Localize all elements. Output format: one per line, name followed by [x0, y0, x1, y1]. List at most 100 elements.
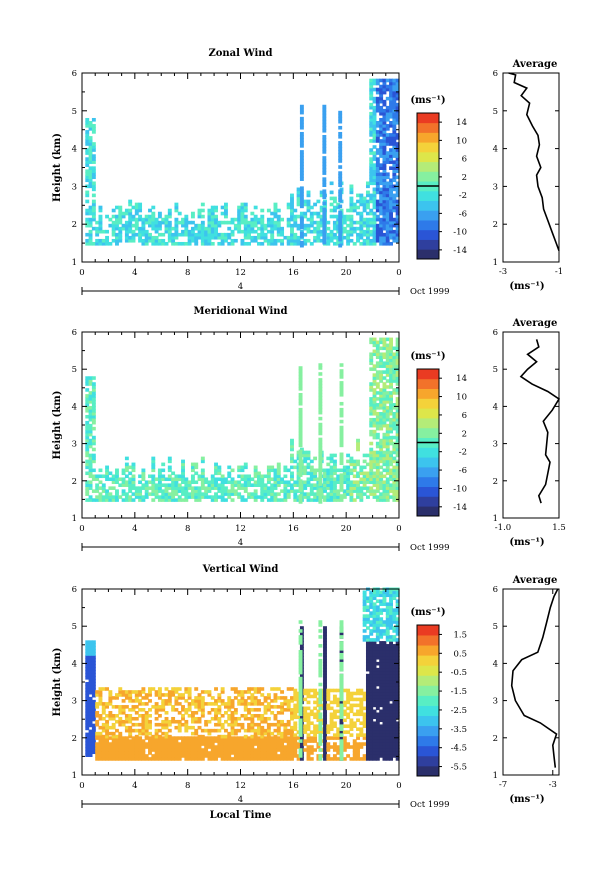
data-cell	[167, 235, 172, 240]
data-cell	[323, 748, 327, 752]
data-cell	[336, 202, 341, 207]
data-cell	[223, 705, 228, 709]
data-cell	[362, 712, 367, 717]
data-cell	[326, 745, 331, 749]
data-cell	[91, 456, 96, 461]
data-cell	[85, 232, 90, 237]
data-cell	[382, 474, 387, 479]
data-cell	[243, 754, 248, 758]
data-cell	[362, 593, 367, 598]
data-cell	[91, 711, 96, 716]
data-cell	[217, 232, 222, 237]
data-cell	[250, 742, 255, 746]
data-cell	[359, 688, 364, 693]
data-cell	[260, 731, 265, 736]
data-cell	[85, 160, 90, 164]
data-cell	[217, 693, 222, 697]
x-tick-label: 8	[185, 268, 190, 278]
data-cell	[266, 465, 271, 470]
data-cell	[207, 220, 212, 225]
data-cell	[184, 728, 189, 733]
data-cell	[118, 220, 123, 225]
data-cell	[250, 226, 255, 231]
data-cell	[379, 486, 384, 490]
data-cell	[88, 690, 93, 695]
data-cell	[200, 456, 205, 461]
data-cell	[144, 214, 149, 219]
data-cell	[260, 742, 265, 746]
data-cell	[316, 757, 321, 761]
data-cell	[382, 370, 387, 374]
data-cell	[389, 417, 393, 422]
data-cell	[177, 477, 182, 482]
data-cell	[286, 708, 291, 712]
data-cell	[395, 90, 400, 95]
data-cell	[329, 471, 334, 476]
data-cell	[375, 599, 380, 603]
data-cell	[237, 495, 242, 499]
data-cell	[290, 471, 294, 476]
data-cell	[273, 238, 278, 243]
data-cell	[134, 205, 139, 210]
data-cell	[352, 751, 357, 755]
data-cell	[318, 443, 323, 448]
data-cell	[286, 241, 291, 246]
data-cell	[214, 235, 218, 240]
data-cell	[227, 716, 232, 721]
data-cell	[323, 733, 327, 737]
data-cell	[326, 238, 331, 243]
data-cell	[167, 751, 172, 755]
data-cell	[128, 708, 133, 712]
data-cell	[233, 751, 238, 755]
data-cell	[260, 751, 265, 755]
colorbar-segment	[417, 200, 439, 211]
data-cell	[247, 702, 252, 706]
data-cell	[356, 748, 360, 752]
profile-x-tick-label: -3	[499, 267, 507, 277]
data-cell	[385, 435, 390, 440]
data-cell	[338, 113, 343, 118]
x-tick-label: 0	[79, 524, 84, 534]
data-cell	[372, 611, 377, 615]
data-cell	[362, 617, 367, 621]
data-cell	[319, 193, 324, 198]
data-cell	[382, 456, 387, 461]
data-cell	[332, 721, 337, 726]
data-cell	[323, 652, 327, 657]
data-cell	[157, 713, 162, 718]
data-cell	[270, 699, 275, 703]
data-cell	[283, 728, 288, 733]
data-cell	[379, 727, 384, 731]
data-cell	[263, 731, 268, 736]
data-cell	[247, 229, 252, 234]
data-cell	[385, 208, 390, 213]
data-cell	[392, 423, 397, 428]
data-cell	[369, 382, 374, 386]
data-cell	[296, 214, 301, 219]
data-cell	[296, 754, 301, 758]
data-cell	[243, 462, 248, 467]
data-cell	[108, 757, 113, 761]
data-cell	[157, 486, 162, 490]
data-cell	[349, 226, 354, 231]
data-cell	[362, 620, 367, 624]
data-cell	[266, 754, 271, 758]
data-cell	[318, 437, 323, 442]
data-cell	[392, 96, 397, 101]
data-cell	[332, 495, 337, 499]
data-cell	[283, 498, 288, 502]
data-cell	[299, 626, 304, 630]
data-cell	[385, 614, 390, 618]
data-cell	[375, 647, 380, 651]
data-cell	[346, 208, 351, 213]
data-cell	[392, 721, 397, 726]
data-cell	[273, 757, 278, 761]
data-cell	[118, 745, 123, 749]
data-cell	[322, 104, 327, 109]
data-cell	[336, 214, 341, 219]
data-cell	[148, 719, 152, 724]
data-cell	[257, 731, 261, 736]
data-cell	[372, 608, 377, 612]
data-cell	[217, 468, 222, 473]
data-cell	[243, 480, 248, 485]
